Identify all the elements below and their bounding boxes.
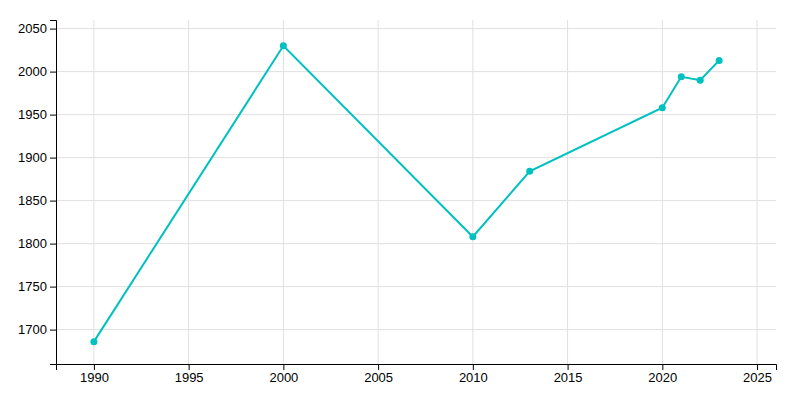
grid-line-y bbox=[56, 243, 776, 244]
x-tick-mark bbox=[473, 364, 474, 370]
x-tick: 2025 bbox=[743, 364, 772, 385]
y-tick: 1850 bbox=[18, 193, 56, 208]
y-tick: 1900 bbox=[18, 150, 56, 165]
point bbox=[678, 73, 685, 80]
x-tick: 2000 bbox=[269, 364, 298, 385]
point bbox=[697, 77, 704, 84]
y-tick-label: 1900 bbox=[18, 150, 47, 165]
y-tick-label: 1700 bbox=[18, 322, 47, 337]
x-tick-label: 2000 bbox=[269, 370, 298, 385]
x-tick-label: 2025 bbox=[743, 370, 772, 385]
x-tick: 2020 bbox=[648, 364, 677, 385]
point bbox=[716, 57, 723, 64]
y-tick: 2000 bbox=[18, 64, 56, 79]
x-tick-label: 2005 bbox=[364, 370, 393, 385]
y-tick-mark bbox=[50, 29, 56, 30]
y-tick: 2050 bbox=[18, 21, 56, 36]
x-tick-label: 1990 bbox=[80, 370, 109, 385]
y-axis: 1700 1750 1800 1850 1900 1950 2000 2050 bbox=[18, 21, 56, 365]
grid-line-y bbox=[56, 114, 776, 115]
point bbox=[526, 168, 533, 175]
y-tick-label: 2050 bbox=[18, 21, 47, 36]
point bbox=[280, 42, 287, 49]
x-tick-mark bbox=[568, 364, 569, 370]
x-tick: 2010 bbox=[459, 364, 488, 385]
y-tick-label: 1950 bbox=[18, 107, 47, 122]
line bbox=[94, 46, 719, 342]
y-tick-label: 1750 bbox=[18, 279, 47, 294]
x-tick-mark bbox=[94, 364, 95, 370]
x-tick-mark bbox=[757, 364, 758, 370]
y-tick-label: 1800 bbox=[18, 236, 47, 251]
plot: 1990 1995 2000 2005 2010 2015 2020 2025 1700 1750… bbox=[18, 20, 776, 385]
grid-line-y bbox=[56, 329, 776, 330]
grid-line-y bbox=[56, 200, 776, 201]
grid-line-y bbox=[56, 71, 776, 72]
x-axis-line bbox=[57, 365, 777, 371]
y-tick: 1700 bbox=[18, 322, 56, 337]
y-axis-line bbox=[50, 21, 57, 365]
y-tick-mark bbox=[50, 201, 56, 202]
x-tick-label: 2020 bbox=[648, 370, 677, 385]
point bbox=[90, 338, 97, 345]
x-tick: 2015 bbox=[554, 364, 583, 385]
x-tick: 1990 bbox=[80, 364, 109, 385]
grid-line-y bbox=[56, 157, 776, 158]
x-tick: 1995 bbox=[175, 364, 204, 385]
y-tick-mark bbox=[50, 287, 56, 288]
y-tick-mark bbox=[50, 244, 56, 245]
chart-svg: 1990 1995 2000 2005 2010 2015 2020 2025 1700 1750… bbox=[0, 0, 800, 400]
x-tick-mark bbox=[283, 364, 284, 370]
y-tick: 1750 bbox=[18, 279, 56, 294]
y-tick-mark bbox=[50, 158, 56, 159]
x-tick-label: 2010 bbox=[459, 370, 488, 385]
x-tick-mark bbox=[189, 364, 190, 370]
x-tick-label: 2015 bbox=[554, 370, 583, 385]
x-axis: 1990 1995 2000 2005 2010 2015 2020 2025 bbox=[57, 364, 777, 385]
y-tick-label: 2000 bbox=[18, 64, 47, 79]
y-tick-mark bbox=[50, 72, 56, 73]
point bbox=[659, 104, 666, 111]
grid-line-y bbox=[56, 286, 776, 287]
y-tick-mark bbox=[50, 330, 56, 331]
y-tick: 1950 bbox=[18, 107, 56, 122]
marks bbox=[90, 42, 722, 345]
point bbox=[469, 233, 476, 240]
y-tick-label: 1850 bbox=[18, 193, 47, 208]
y-tick-mark bbox=[50, 115, 56, 116]
grid-line-y bbox=[56, 28, 776, 29]
x-tick-mark bbox=[662, 364, 663, 370]
x-tick: 2005 bbox=[364, 364, 393, 385]
grid bbox=[56, 20, 776, 364]
x-tick-mark bbox=[378, 364, 379, 370]
x-tick-label: 1995 bbox=[175, 370, 204, 385]
y-tick: 1800 bbox=[18, 236, 56, 251]
